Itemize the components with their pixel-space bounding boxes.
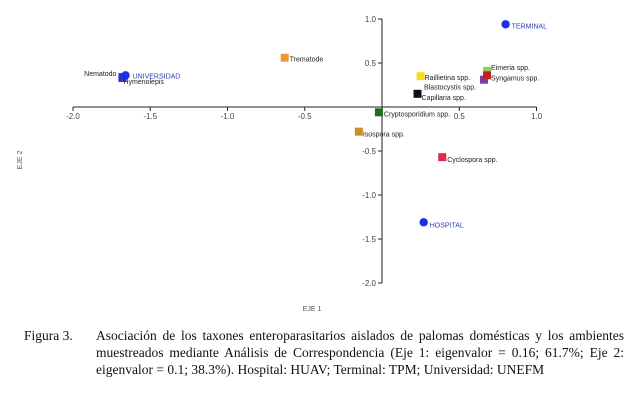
y-tick-label: 1.0	[365, 15, 377, 24]
point-label-capillaria-spp: Capillaria spp.	[422, 95, 466, 102]
point-label-isospora-spp: Isospora spp.	[363, 132, 405, 139]
y-tick-label: 0.5	[365, 59, 377, 68]
point-syngamus-spp	[483, 71, 492, 80]
chart-ticks: -2.0 -1.5 -1.0 -0.5 0.5 1.0 1.0 0.5 -0.5 -1.0 -1.5…	[66, 15, 543, 288]
point-cryptosporidium-spp	[374, 108, 383, 117]
point-label-terminal: TERMINAL	[512, 23, 547, 30]
x-tick-label: 0.5	[454, 112, 466, 121]
point-label-universidad: UNIVERSIDAD	[133, 73, 181, 80]
point-capillaria-spp	[413, 89, 422, 98]
point-terminal	[501, 20, 510, 29]
point-cyclospora-spp	[438, 153, 447, 162]
y-axis-label: EJE 2	[17, 151, 24, 170]
point-trematode	[280, 53, 289, 62]
point-isospora-spp	[354, 127, 363, 136]
point-label-blastocystis-spp: Blastocystis spp.	[424, 85, 476, 92]
point-label-hospital: HOSPITAL	[430, 222, 464, 229]
y-tick-label: -1.5	[362, 235, 376, 244]
y-tick-label: -1.0	[362, 191, 376, 200]
point-label-trematode: Trematode	[290, 57, 324, 64]
y-tick-label: -2.0	[362, 279, 376, 288]
point-blastocystis-spp	[479, 75, 488, 84]
point-label-hymenolepis: Hymenolepis	[123, 79, 164, 86]
point-label-eimeria-spp: Eimeria spp.	[491, 65, 530, 72]
point-universidad	[121, 71, 130, 80]
point-label-raillietina-spp: Raillietina spp.	[425, 75, 471, 82]
x-tick-label: 1.0	[531, 112, 543, 121]
point-hospital	[419, 218, 428, 227]
x-axis-label: EJE 1	[303, 306, 322, 313]
x-tick-label: -1.0	[221, 112, 235, 121]
point-eimeria-spp	[483, 66, 492, 75]
x-tick-label: -0.5	[298, 112, 312, 121]
x-tick-label: -1.5	[143, 112, 157, 121]
caption-text: Asociación de los taxones enteroparasita…	[96, 328, 624, 377]
point-label-cryptosporidium-spp: Cryptosporidium spp.	[384, 111, 450, 118]
point-label-nematodo: Nematodo	[84, 71, 116, 78]
point-label-cyclospora-spp: Cyclospora spp.	[447, 157, 497, 164]
figure-caption: Figura 3. Asociación de los taxones ente…	[24, 327, 624, 378]
correspondence-analysis-chart: -2.0 -1.5 -1.0 -0.5 0.5 1.0 1.0 0.5 -0.5 -1.0 -1.5…	[17, 15, 547, 313]
x-tick-label: -2.0	[66, 112, 80, 121]
point-label-syngamus-spp: Syngamus spp.	[491, 75, 539, 82]
point-raillietina-spp	[416, 72, 425, 81]
caption-number: Figura 3.	[24, 328, 73, 343]
y-tick-label: -0.5	[362, 147, 376, 156]
